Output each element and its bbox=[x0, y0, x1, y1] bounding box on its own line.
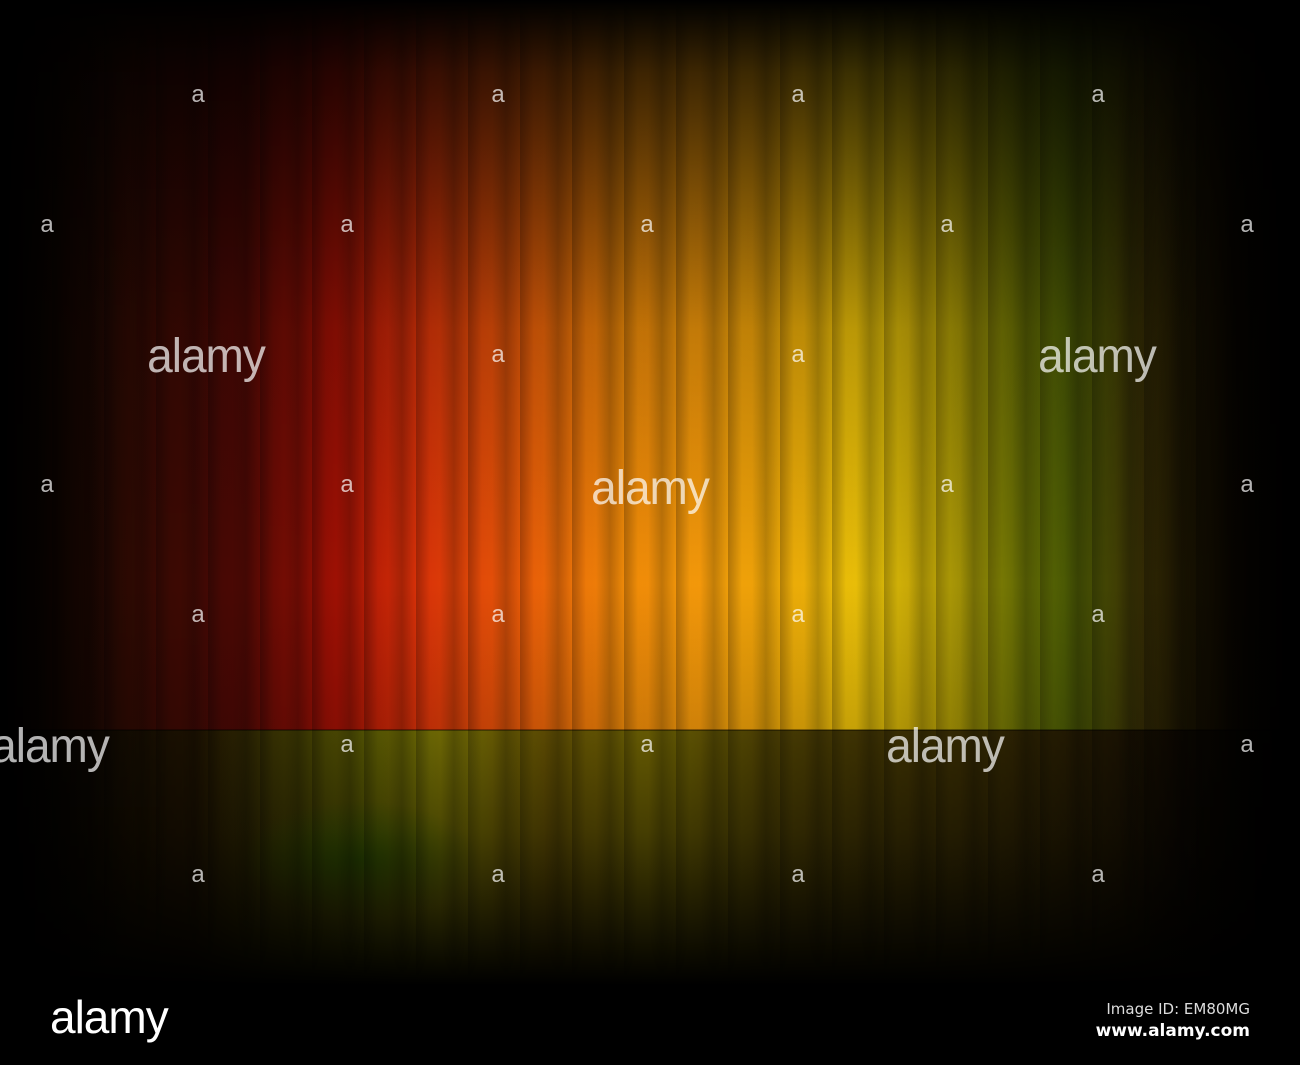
right-vignette bbox=[1120, 0, 1300, 985]
left-vignette bbox=[0, 0, 140, 985]
watermark-small: a bbox=[340, 211, 354, 238]
watermark-small: a bbox=[40, 471, 54, 498]
watermark-small: a bbox=[1091, 861, 1105, 888]
alamy-logo: alamy bbox=[50, 991, 169, 1043]
abstract-aurora-image: a a a a a a a a a a a a a a a a a a a a a a a a a a alamy alamy alam… bbox=[0, 0, 1300, 985]
watermark-large: alamy bbox=[886, 717, 1005, 773]
watermark-small: a bbox=[491, 81, 505, 108]
watermark-small: a bbox=[40, 211, 54, 238]
watermark-small: a bbox=[1240, 211, 1254, 238]
floor-shadow bbox=[0, 730, 1300, 985]
watermark-small: a bbox=[340, 471, 354, 498]
watermark-small: a bbox=[340, 731, 354, 758]
watermark-large: alamy bbox=[591, 459, 710, 515]
watermark-small: a bbox=[491, 601, 505, 628]
image-id: Image ID: EM80MG bbox=[1106, 1000, 1250, 1018]
site-url: www.alamy.com bbox=[1095, 1021, 1250, 1041]
vertical-light-stripes bbox=[0, 0, 1300, 985]
watermark-small: a bbox=[791, 861, 805, 888]
watermark-small: a bbox=[191, 81, 205, 108]
watermark-small: a bbox=[791, 601, 805, 628]
watermark-large: alamy bbox=[0, 717, 110, 773]
watermark-small: a bbox=[640, 211, 654, 238]
horizon-line bbox=[0, 729, 1300, 731]
watermark-small: a bbox=[791, 81, 805, 108]
watermark-small: a bbox=[940, 211, 954, 238]
watermark-small: a bbox=[940, 471, 954, 498]
watermark-small: a bbox=[1240, 731, 1254, 758]
watermark-small: a bbox=[640, 731, 654, 758]
watermark-small: a bbox=[791, 341, 805, 368]
watermark-small: a bbox=[1091, 601, 1105, 628]
watermark-small: a bbox=[1240, 471, 1254, 498]
watermark-small: a bbox=[191, 601, 205, 628]
watermark-large: alamy bbox=[1038, 327, 1157, 383]
watermark-small: a bbox=[491, 861, 505, 888]
top-shadow bbox=[0, 0, 1300, 730]
watermark-large: alamy bbox=[147, 327, 266, 383]
watermark-small: a bbox=[491, 341, 505, 368]
watermark-small: a bbox=[191, 861, 205, 888]
watermark-small: a bbox=[1091, 81, 1105, 108]
